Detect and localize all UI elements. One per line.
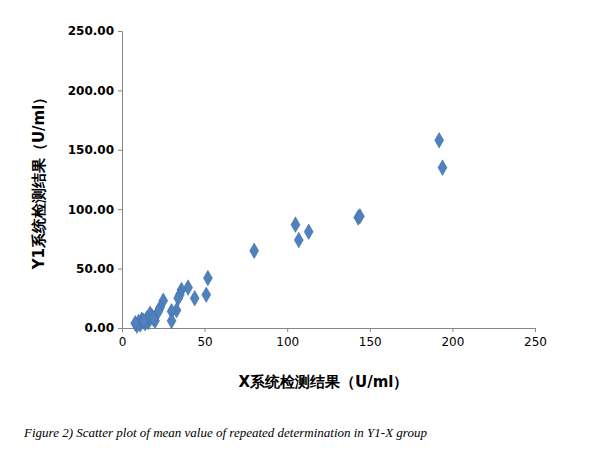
y-tick-label: 250.00 bbox=[68, 24, 114, 38]
y-tick: 200.00 bbox=[68, 84, 122, 98]
point bbox=[202, 287, 211, 303]
chart: 0 50 100 150 200 250 0.00 50.00 100.00 150.00 200.… bbox=[0, 0, 593, 458]
x-tick-label: 150 bbox=[359, 335, 382, 349]
y-tick-label: 0.00 bbox=[84, 321, 114, 335]
y-tick: 250.00 bbox=[68, 24, 122, 38]
x-tick: 200 bbox=[441, 328, 464, 349]
point bbox=[291, 217, 300, 233]
y-tick: 150.00 bbox=[68, 143, 122, 157]
y-tick-mark bbox=[118, 328, 122, 329]
y-tick: 50.00 bbox=[76, 262, 122, 276]
point bbox=[139, 313, 148, 329]
point bbox=[355, 209, 364, 225]
y-tick-mark bbox=[118, 31, 122, 32]
x-tick-mark bbox=[205, 328, 206, 332]
caption: Figure 2) Scatter plot of mean value of … bbox=[23, 425, 427, 440]
x-tick-mark bbox=[370, 328, 371, 332]
point bbox=[190, 291, 199, 307]
x-tick-label: 250 bbox=[524, 335, 547, 349]
x-tick: 50 bbox=[197, 328, 212, 349]
y-tick-mark bbox=[118, 90, 122, 91]
x-tick: 150 bbox=[359, 328, 382, 349]
point bbox=[149, 311, 158, 327]
x-axis-title: X系统检测结果（U/ml） bbox=[239, 373, 409, 391]
point bbox=[174, 291, 183, 307]
point bbox=[438, 160, 447, 176]
x-tick: 0 bbox=[119, 328, 127, 349]
x-tick-label: 0 bbox=[119, 335, 127, 349]
point bbox=[435, 133, 444, 149]
y-tick: 0.00 bbox=[84, 321, 122, 335]
y-axis-title: Y1系统检测结果（U/ml） bbox=[30, 90, 48, 271]
x-tick-label: 50 bbox=[197, 335, 212, 349]
y-tick-mark bbox=[118, 209, 122, 210]
point bbox=[131, 315, 140, 331]
y-tick: 100.00 bbox=[68, 203, 122, 217]
y-axis-line bbox=[118, 32, 123, 329]
y-tick-label: 50.00 bbox=[76, 262, 114, 276]
point bbox=[167, 313, 176, 329]
point bbox=[250, 243, 259, 259]
y-tick-label: 200.00 bbox=[68, 84, 114, 98]
x-axis-line bbox=[123, 329, 536, 333]
x-tick-mark bbox=[535, 328, 536, 332]
y-axis: 0.00 50.00 100.00 150.00 200.00 250.00 bbox=[68, 24, 123, 335]
point bbox=[203, 270, 212, 286]
y-tick-mark bbox=[118, 269, 122, 270]
y-tick-label: 150.00 bbox=[68, 143, 114, 157]
y-tick-label: 100.00 bbox=[68, 203, 114, 217]
x-axis: 0 50 100 150 200 250 bbox=[119, 328, 547, 349]
x-tick-label: 100 bbox=[276, 335, 299, 349]
x-tick-mark bbox=[287, 328, 288, 332]
x-tick: 100 bbox=[276, 328, 299, 349]
point bbox=[304, 224, 313, 240]
x-tick: 250 bbox=[524, 328, 547, 349]
x-tick-mark bbox=[452, 328, 453, 332]
points bbox=[131, 133, 447, 334]
x-tick-label: 200 bbox=[441, 335, 464, 349]
y-tick-mark bbox=[118, 150, 122, 151]
point bbox=[184, 280, 193, 296]
point bbox=[294, 232, 303, 248]
